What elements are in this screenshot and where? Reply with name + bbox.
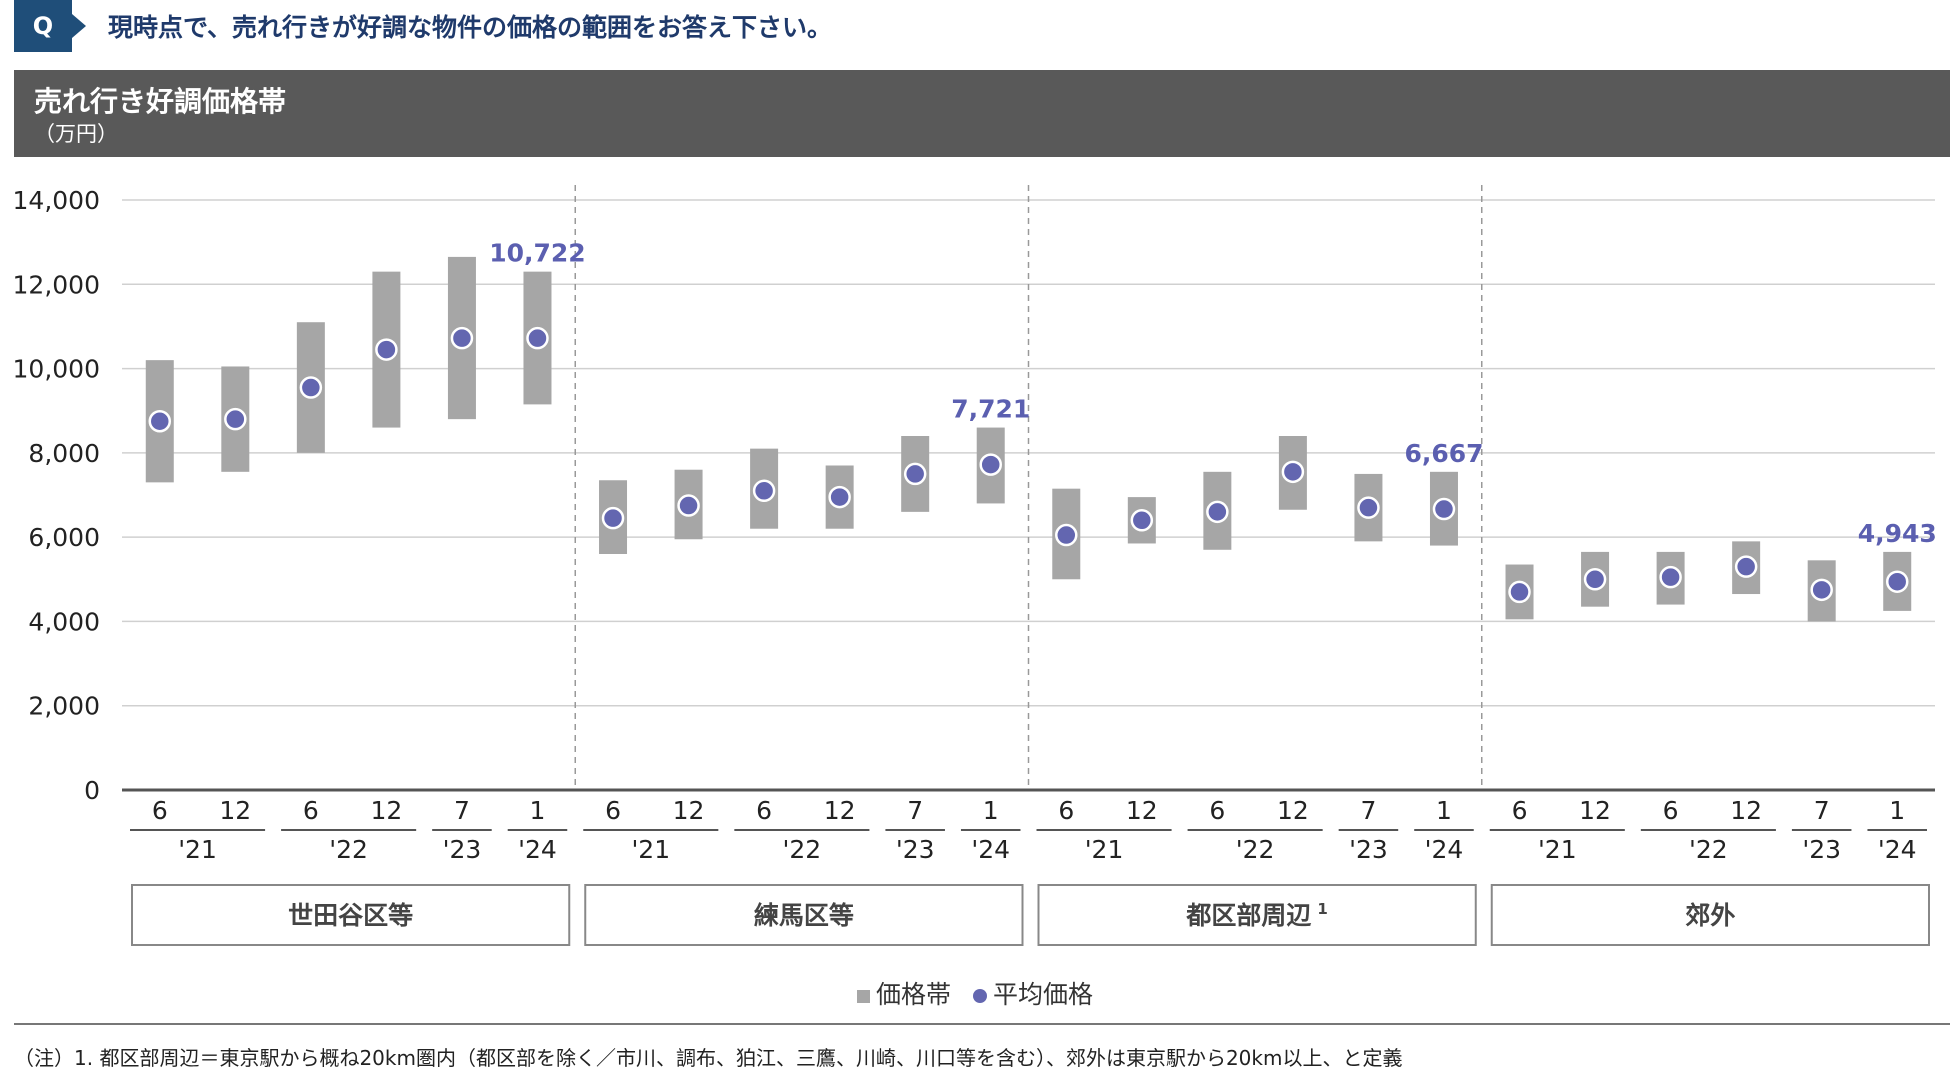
average-dot xyxy=(903,462,927,486)
legend-band-label: 価格帯 xyxy=(875,980,951,1009)
y-tick-label: 4,000 xyxy=(28,607,100,636)
period-label: 12 xyxy=(1126,796,1158,825)
region-label: 都区部周辺 1 xyxy=(1185,900,1327,930)
year-label: '23 xyxy=(896,835,935,864)
average-dot xyxy=(1055,523,1078,547)
period-label: 6 xyxy=(1209,796,1225,825)
y-tick-label: 14,000 xyxy=(13,186,100,215)
period-label: 6 xyxy=(1512,796,1528,825)
year-label: '22 xyxy=(329,835,368,864)
period-label: 6 xyxy=(303,796,319,825)
average-dot xyxy=(148,410,172,433)
region-label: 世田谷区等 xyxy=(288,901,413,930)
y-tick-label: 2,000 xyxy=(28,692,100,721)
period-label: 7 xyxy=(907,796,923,825)
period-label: 6 xyxy=(605,796,621,825)
legend: 価格帯 平均価格 xyxy=(0,975,1950,1011)
average-dot xyxy=(526,326,549,350)
average-dot xyxy=(979,453,1002,476)
region-box xyxy=(584,884,1024,946)
price-range-chart: 0 2,000 4,000 6,000 8,000 10,000 12,000 14,000 6… xyxy=(13,185,1937,946)
year-label: '24 xyxy=(1425,835,1464,864)
average-dot xyxy=(1885,570,1909,593)
period-label: 12 xyxy=(824,796,856,825)
period-label: 7 xyxy=(454,796,470,825)
period-label: 6 xyxy=(1058,796,1074,825)
period-label: 1 xyxy=(983,796,999,825)
period-label: 7 xyxy=(1814,796,1830,825)
average-dot xyxy=(601,506,625,530)
average-dot xyxy=(1734,555,1758,578)
period-label: 12 xyxy=(1277,796,1309,825)
average-dot xyxy=(299,376,323,399)
year-label: '23 xyxy=(443,835,482,864)
year-label: '21 xyxy=(178,835,217,864)
period-label: 12 xyxy=(370,796,402,825)
average-dot xyxy=(752,479,776,503)
year-label: '24 xyxy=(518,835,557,864)
average-dot xyxy=(224,407,247,431)
question-arrow-icon xyxy=(72,14,86,38)
year-label: '22 xyxy=(783,835,822,864)
y-tick-label: 8,000 xyxy=(28,439,100,468)
chart-title: 売れ行き好調価格帯 xyxy=(34,85,287,118)
legend-band-swatch xyxy=(856,989,870,1003)
period-label: 1 xyxy=(1436,796,1452,825)
y-tick-label: 12,000 xyxy=(13,270,100,299)
y-tick-label: 6,000 xyxy=(28,523,100,552)
latest-avg-label: 10,722 xyxy=(489,239,585,268)
average-dot xyxy=(1357,496,1380,519)
period-label: 12 xyxy=(1579,796,1611,825)
region-box xyxy=(1490,884,1930,946)
legend-avg-label: 平均価格 xyxy=(993,980,1094,1009)
period-label: 12 xyxy=(219,796,251,825)
y-tick-label: 10,000 xyxy=(13,355,100,384)
period-label: 6 xyxy=(152,796,168,825)
year-label: '23 xyxy=(1349,835,1388,864)
latest-avg-label: 7,721 xyxy=(951,395,1030,424)
year-label: '22 xyxy=(1689,835,1728,864)
average-dot xyxy=(1508,580,1531,604)
chart-unit: （万円） xyxy=(34,122,118,146)
latest-avg-label: 6,667 xyxy=(1404,439,1483,468)
latest-avg-label: 4,943 xyxy=(1858,519,1937,548)
average-dot xyxy=(1206,500,1229,524)
footnote-marker: 1 xyxy=(1317,900,1327,918)
y-tick-label: 0 xyxy=(84,776,100,805)
footnote: （注）1. 都区部周辺＝東京駅から概ね20km圏内（都区部を除く／市川、調布、狛… xyxy=(14,1046,1403,1070)
average-dot xyxy=(677,494,700,517)
region-box xyxy=(1037,884,1477,946)
year-label: '21 xyxy=(1538,835,1577,864)
period-label: 7 xyxy=(1360,796,1376,825)
period-label: 1 xyxy=(530,796,546,825)
year-label: '21 xyxy=(1085,835,1124,864)
period-label: 6 xyxy=(756,796,772,825)
average-dot xyxy=(1810,578,1833,602)
average-dot xyxy=(450,326,474,350)
year-label: '24 xyxy=(971,835,1010,864)
average-dot xyxy=(1583,568,1607,591)
footer-divider xyxy=(14,1023,1950,1025)
year-label: '24 xyxy=(1878,835,1917,864)
year-label: '21 xyxy=(631,835,670,864)
average-dot xyxy=(828,485,851,509)
period-label: 6 xyxy=(1663,796,1679,825)
question-text: 現時点で、売れ行きが好調な物件の価格の範囲をお答え下さい。 xyxy=(108,13,833,42)
period-label: 12 xyxy=(1730,796,1762,825)
year-label: '22 xyxy=(1236,835,1275,864)
average-dot xyxy=(375,338,398,361)
question-badge: Q xyxy=(14,0,72,52)
region-label: 郊外 xyxy=(1685,901,1735,930)
period-label: 12 xyxy=(673,796,705,825)
year-label: '23 xyxy=(1802,835,1841,864)
chart-header: 売れ行き好調価格帯 （万円） xyxy=(14,70,1950,157)
legend-avg-swatch xyxy=(973,989,987,1003)
average-dot xyxy=(1432,497,1456,521)
period-label: 1 xyxy=(1889,796,1905,825)
average-dot xyxy=(1659,565,1682,589)
average-dot xyxy=(1281,460,1305,484)
region-box xyxy=(131,884,571,946)
region-label: 練馬区等 xyxy=(754,901,854,930)
average-dot xyxy=(1130,509,1154,532)
